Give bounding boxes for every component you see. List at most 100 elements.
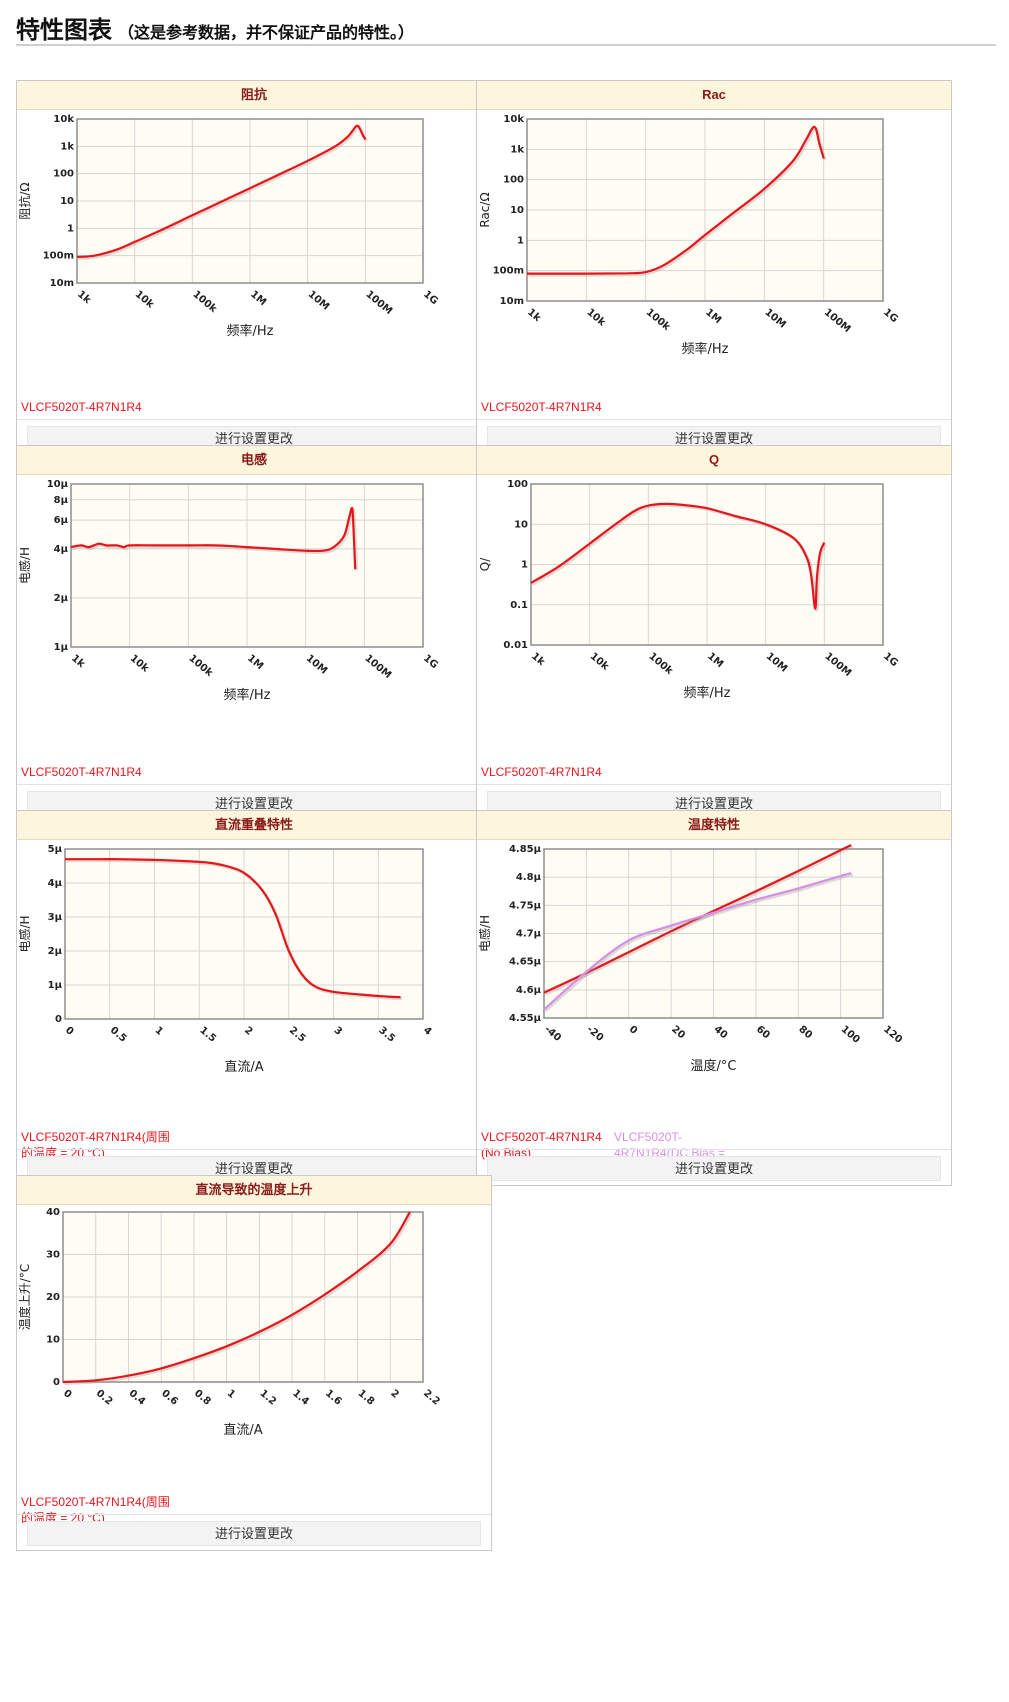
chart-title: 直流重叠特性	[17, 811, 491, 840]
panel-divider	[17, 1514, 491, 1515]
y-axis-label: Q/	[478, 557, 492, 571]
y-axis-label: 电感/H	[477, 915, 492, 952]
x-tick-label: 1	[225, 1388, 237, 1401]
x-tick-label: 1M	[703, 307, 723, 326]
chart-svg-rac: 10m 100m 1 10 100 1k 10k 1k 10k 100k 1M 10M 100M 1G 频率…	[478, 114, 900, 357]
x-tick-label: 3	[332, 1025, 344, 1038]
panel-divider	[17, 784, 491, 785]
x-tick-label: 2.2	[421, 1388, 442, 1408]
series-line-shadow	[544, 873, 854, 1013]
chart-panel-rac: Rac 10m 100m 1 10 100 1k 10k 1k 10k 100k 1M 10M 100M 1…	[476, 80, 952, 456]
change-settings-button[interactable]: 进行设置更改	[27, 1521, 481, 1546]
y-tick-label: 1	[521, 560, 528, 571]
y-tick-label: 10k	[503, 114, 524, 125]
x-tick-label: 2	[388, 1388, 400, 1401]
series-line-shadow	[64, 1212, 413, 1385]
series-line-1	[543, 872, 852, 1011]
y-tick-label: 2μ	[54, 593, 69, 604]
y-axis-label: 阻抗/Ω	[17, 182, 32, 219]
x-axis-label: 频率/Hz	[227, 323, 274, 339]
x-tick-label: 80	[796, 1024, 814, 1041]
chart-svg-inductance: 1μ 2μ 4μ 6μ 8μ 10μ 1k 10k 100k 1M 10M 100M 1G 频率/Hz 电感…	[17, 479, 440, 703]
y-tick-label: 4.6μ	[516, 985, 542, 996]
x-tick-label: 0.8	[192, 1388, 213, 1408]
y-tick-label: 4.85μ	[509, 844, 542, 855]
x-tick-label: 100k	[186, 653, 214, 679]
x-tick-label: 40	[712, 1024, 730, 1041]
x-tick-label: 0	[627, 1024, 639, 1037]
x-tick-label: 20	[669, 1024, 687, 1041]
x-tick-label: 4	[421, 1025, 433, 1038]
chart-panel-impedance: 阻抗 10m 100m 1 10 100 1k 10k 1k 10k 100k 1M 10M 100M 1G…	[16, 80, 492, 456]
y-tick-label: 1μ	[54, 642, 69, 653]
y-tick-label: 1k	[510, 144, 524, 155]
panel-divider	[17, 1149, 491, 1150]
x-tick-label: 100M	[363, 289, 394, 317]
plot-frame	[76, 118, 424, 284]
x-tick-label: 1.6	[323, 1388, 344, 1408]
panel-divider	[477, 784, 951, 785]
y-tick-label: 1	[67, 223, 74, 234]
y-axis-label: 电感/H	[17, 915, 32, 952]
panel-divider	[477, 1149, 951, 1150]
series-line-0	[526, 125, 825, 275]
chart-title: Q	[477, 446, 951, 475]
y-tick-label: 4μ	[48, 878, 63, 889]
y-tick-label: 1k	[60, 141, 74, 152]
chart-panel-temp_rise: 直流导致的温度上升 0 10 20 30 40 0 0.2 0.4 0.6 0.8 1 1.2 1.4 1.…	[16, 1175, 492, 1551]
series-line-0	[65, 858, 401, 999]
y-tick-label: 40	[46, 1207, 60, 1218]
y-tick-label: 100m	[43, 251, 74, 262]
chart-svg-temperature: 4.55μ 4.6μ 4.65μ 4.7μ 4.75μ 4.8μ 4.85μ -40 -20 0 2…	[477, 844, 904, 1074]
x-tick-label: -40	[542, 1024, 563, 1044]
series-line-0	[76, 124, 367, 258]
y-tick-label: 4μ	[54, 544, 69, 555]
x-tick-label: 1M	[705, 651, 725, 670]
x-tick-label: 100M	[822, 307, 853, 335]
page-title: 特性图表	[16, 17, 112, 44]
x-tick-label: 0.2	[94, 1388, 115, 1408]
y-tick-label: 0.1	[510, 600, 528, 611]
y-tick-label: 100m	[493, 266, 524, 277]
y-tick-label: 4.8μ	[516, 872, 542, 883]
y-tick-label: 2μ	[48, 946, 63, 957]
legend-entry: VLCF5020T-4R7N1R4	[21, 765, 142, 779]
x-tick-label: 100	[839, 1024, 862, 1046]
x-tick-label: 100k	[190, 289, 218, 315]
x-tick-label: 1G	[421, 653, 440, 671]
chart-svg-temp_rise: 0 10 20 30 40 0 0.2 0.4 0.6 0.8 1 1.2 1.4 1.6 1.8 2 2.2 直…	[17, 1207, 442, 1438]
page-subtitle: （这是参考数据，并不保证产品的特性。）	[118, 25, 415, 42]
x-tick-label: 1k	[69, 653, 87, 670]
y-tick-label: 30	[46, 1250, 60, 1261]
x-tick-label: 1.4	[290, 1388, 311, 1408]
chart-panel-temperature: 温度特性 4.55μ 4.6μ 4.65μ 4.7μ 4.75μ 4.8μ 4.85μ -40 -…	[476, 810, 952, 1186]
y-tick-label: 10	[514, 519, 528, 530]
chart-title: 电感	[17, 446, 491, 475]
y-tick-label: 0.01	[503, 640, 528, 651]
y-tick-label: 1μ	[48, 980, 63, 991]
chart-title: Rac	[477, 81, 951, 110]
y-tick-label: 10m	[50, 278, 74, 289]
x-tick-label: 1G	[881, 651, 900, 669]
y-tick-label: 5μ	[48, 844, 63, 855]
x-tick-label: 0	[63, 1025, 75, 1038]
chart-panel-q: Q 0.01 0.1 1 10 100 1k 10k 100k 1M 10M 100M 1G 频率/Hz Q…	[476, 445, 952, 821]
y-tick-label: 10k	[53, 114, 74, 125]
change-settings-button[interactable]: 进行设置更改	[487, 1156, 941, 1181]
chart-panel-inductance: 电感 1μ 2μ 4μ 6μ 8μ 10μ 1k 10k 100k 1M 10M 100M 1G 频率/Hz…	[16, 445, 492, 821]
x-tick-label: 1	[153, 1025, 165, 1038]
x-tick-label: 10k	[584, 307, 607, 329]
x-tick-label: 3.5	[376, 1025, 397, 1045]
y-tick-label: 4.55μ	[509, 1013, 542, 1024]
x-tick-label: 10M	[306, 289, 331, 313]
x-axis-label: 频率/Hz	[684, 685, 731, 701]
y-tick-label: 100	[503, 175, 524, 186]
x-tick-label: 1.2	[257, 1388, 278, 1408]
chart-title: 温度特性	[477, 811, 951, 840]
y-tick-label: 6μ	[54, 515, 69, 526]
y-tick-label: 4.75μ	[509, 900, 542, 911]
series-line-0	[62, 1211, 411, 1384]
series-line-0	[70, 506, 357, 570]
y-tick-label: 8μ	[54, 495, 69, 506]
y-tick-label: 100	[507, 479, 528, 490]
